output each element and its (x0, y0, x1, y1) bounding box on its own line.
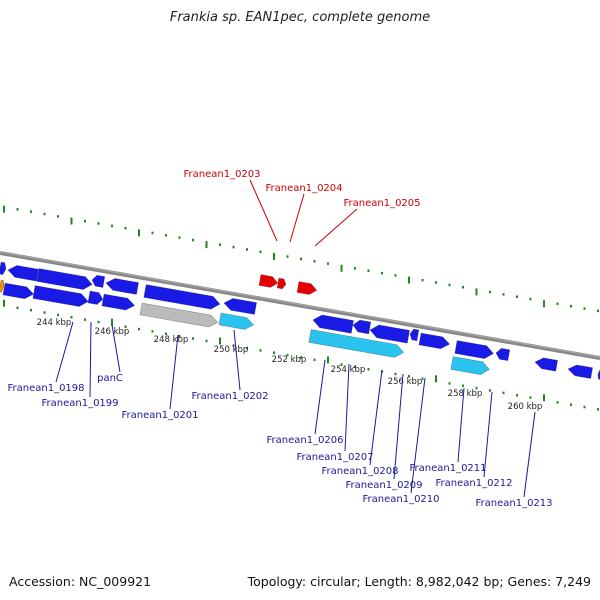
gene-arrow[interactable] (32, 285, 89, 308)
scale-label: 246 kbp (95, 327, 130, 337)
callout-line (111, 324, 121, 373)
callout-line (169, 334, 179, 410)
callout-line-highlight (314, 208, 358, 247)
gene-label[interactable]: Franean1_0209 (345, 480, 422, 491)
callout-line (344, 363, 350, 452)
callout-line (523, 411, 536, 498)
callout-line (369, 369, 383, 466)
scale-label: 260 kbp (508, 402, 543, 412)
genome-title: Frankia sp. EAN1pec, complete genome (169, 10, 431, 25)
gene-arrow[interactable] (91, 274, 106, 288)
callout-line (55, 321, 74, 383)
callout-line-highlight (249, 179, 278, 242)
gene-arrow[interactable] (105, 277, 139, 295)
gene-arrow[interactable] (87, 290, 104, 305)
gene-arrow[interactable] (418, 332, 451, 350)
gene-arrow[interactable] (495, 348, 511, 362)
gene-label[interactable]: Franean1_0201 (121, 410, 198, 421)
topology-summary: Topology: circular; Length: 8,982,042 bp… (247, 574, 591, 589)
gene-arrow[interactable] (450, 356, 491, 376)
gene-arrow[interactable] (0, 279, 5, 293)
scale-labels: 244 kbp 246 kbp 248 kbp 250 kbp 252 kbp 254 k… (37, 318, 543, 412)
gene-arrow[interactable] (369, 324, 410, 344)
gene-arrow[interactable] (139, 302, 219, 328)
gene-arrow[interactable] (567, 364, 593, 379)
gene-label[interactable]: Franean1_0212 (435, 478, 512, 489)
gene-label[interactable]: Franean1_0198 (7, 383, 84, 394)
scale-label: 250 kbp (214, 345, 249, 355)
scale-label: 256 kbp (388, 377, 423, 387)
genome-backbone (0, 251, 600, 360)
callout-line (233, 329, 241, 391)
gene-arrow[interactable] (218, 312, 255, 331)
gene-arrow[interactable] (2, 282, 35, 300)
highlight-gene-label[interactable]: Franean1_0204 (265, 183, 342, 194)
callout-line (410, 377, 426, 494)
gene-arrow[interactable] (0, 261, 7, 275)
gene-arrow[interactable] (534, 357, 558, 372)
gene-arrow[interactable] (308, 329, 405, 359)
gene-arrow[interactable] (101, 293, 136, 311)
gene-arrow[interactable] (352, 319, 372, 335)
scale-label: 248 kbp (154, 335, 189, 345)
gene-label[interactable]: Franean1_0206 (266, 435, 343, 446)
gene-arrow[interactable] (409, 328, 420, 342)
gene-arrow[interactable] (143, 284, 221, 311)
gene-arrow[interactable] (296, 281, 318, 296)
gene-label[interactable]: Franean1_0210 (362, 494, 439, 505)
highlight-gene-label[interactable]: Franean1_0205 (343, 198, 420, 209)
callout-line (89, 321, 92, 398)
gene-label[interactable]: Franean1_0208 (321, 466, 398, 477)
gene-arrow[interactable] (312, 314, 354, 334)
gene-label[interactable]: Franean1_0202 (191, 391, 268, 402)
gene-label[interactable]: Franean1_0207 (296, 452, 373, 463)
gene-arrow[interactable] (7, 264, 39, 282)
gene-arrow[interactable] (258, 274, 279, 289)
scale-label: 258 kbp (448, 389, 483, 399)
inner-tick-ring (3, 299, 599, 411)
gene-features[interactable] (0, 261, 600, 380)
callout-line-highlight (289, 193, 305, 243)
callout-line (393, 373, 404, 480)
callout-line (457, 387, 465, 463)
genome-backbone-highlight (0, 251, 600, 358)
scale-label: 254 kbp (331, 365, 366, 375)
callout-line (483, 391, 493, 478)
scale-label: 244 kbp (37, 318, 72, 328)
gene-callouts (55, 179, 536, 498)
gene-arrow[interactable] (597, 368, 600, 380)
gene-arrow[interactable] (454, 340, 495, 360)
accession-text: Accession: NC_009921 (9, 574, 152, 589)
gene-arrow[interactable] (276, 277, 287, 290)
outer-tick-ring (3, 205, 599, 313)
gene-label[interactable]: Franean1_0211 (409, 463, 486, 474)
gene-label[interactable]: panC (97, 373, 123, 384)
gene-label[interactable]: Franean1_0213 (475, 498, 552, 509)
gene-label[interactable]: Franean1_0199 (41, 398, 118, 409)
highlight-gene-label[interactable]: Franean1_0203 (183, 169, 260, 180)
scale-label: 252 kbp (272, 355, 307, 365)
gene-arrow[interactable] (223, 297, 257, 315)
gene-arrow[interactable] (36, 268, 93, 291)
callout-line (314, 359, 326, 435)
